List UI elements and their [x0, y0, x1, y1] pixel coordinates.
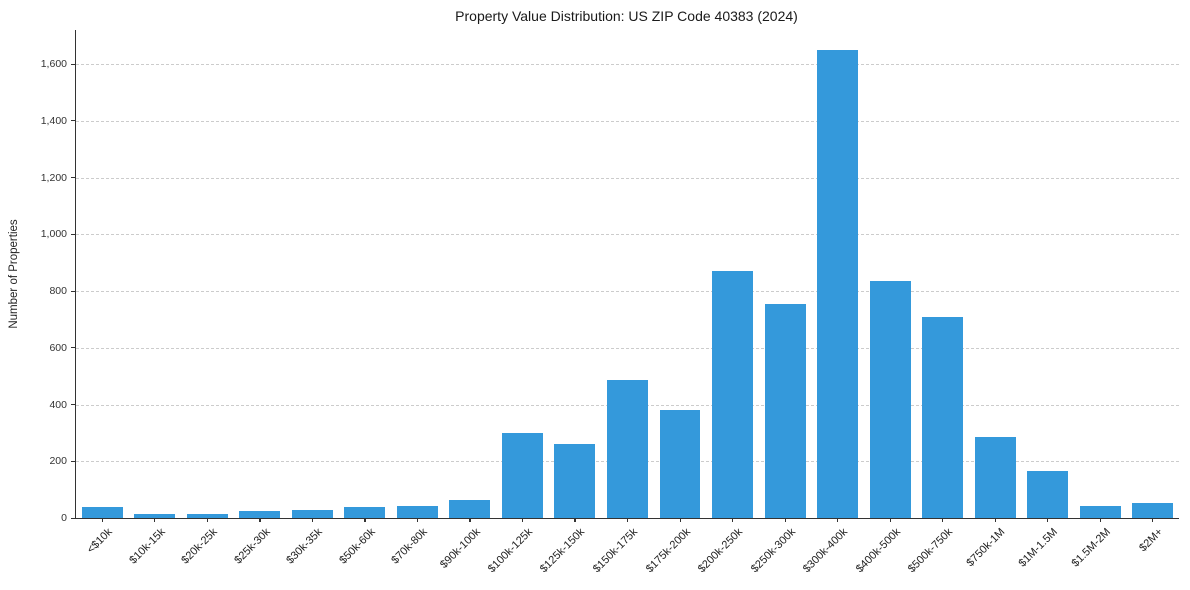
gridline [76, 347, 1179, 349]
gridline [76, 291, 1179, 293]
x-tick-mark [574, 518, 576, 522]
bar-$300k-400k [817, 49, 859, 518]
x-tick-mark [154, 518, 156, 522]
y-tick-label: 600 [49, 341, 67, 354]
x-tick-label: $1M-1.5M [1016, 526, 1061, 570]
x-tick-label: $1.5M-2M [1069, 526, 1113, 570]
bar-$200k-250k [712, 271, 754, 518]
bar-$1M-1.5M [1027, 471, 1069, 518]
y-tick-label: 1,200 [40, 171, 67, 184]
bar-$175k-200k [659, 410, 701, 518]
x-tick-label: $250k-300k [748, 526, 798, 576]
y-tick-mark [71, 63, 76, 65]
x-tick-label: $2M+ [1137, 526, 1166, 555]
y-tick-mark [71, 290, 76, 292]
gridline [76, 64, 1179, 66]
x-tick-mark [1047, 518, 1049, 522]
x-tick-label: $750k-1M [964, 526, 1008, 570]
bar-$750k-1M [974, 437, 1016, 518]
bar-$100k-125k [501, 432, 543, 518]
y-tick-label: 0 [61, 512, 67, 524]
x-tick-label: $300k-400k [800, 526, 851, 576]
bar-$70k-80k [396, 506, 438, 518]
y-tick-mark [71, 517, 76, 519]
bar-$1.5M-2M [1079, 506, 1121, 518]
x-tick-label: <$10k [84, 526, 115, 556]
y-axis-label: Number of Properties [8, 219, 20, 329]
bar-$500k-750k [922, 316, 964, 518]
gridline [76, 177, 1179, 179]
bar-$250k-300k [764, 303, 806, 518]
gridline [76, 234, 1179, 236]
x-tick-label: $150k-175k [590, 526, 640, 576]
x-tick-label: $50k-60k [336, 526, 378, 567]
bar-$150k-175k [607, 380, 648, 518]
x-tick-label: $20k-25k [179, 526, 220, 567]
x-tick-mark [889, 518, 891, 522]
x-tick-label: $10k-15k [126, 526, 168, 567]
gridline [76, 120, 1179, 122]
chart-title: Property Value Distribution: US ZIP Code… [455, 8, 798, 24]
y-tick-mark [71, 460, 76, 462]
y-tick-mark [71, 404, 76, 406]
x-tick-mark [1099, 518, 1101, 522]
y-tick-label: 1,400 [40, 114, 67, 127]
x-tick-mark [1152, 518, 1154, 522]
x-tick-label: $200k-250k [695, 526, 746, 576]
x-tick-mark [784, 518, 786, 522]
x-tick-mark [206, 518, 208, 522]
bar-$2M+ [1132, 503, 1174, 518]
x-tick-label: $125k-150k [538, 526, 588, 576]
y-tick-label: 400 [49, 398, 67, 411]
x-tick-label: $500k-750k [905, 526, 956, 576]
x-tick-mark [732, 518, 734, 522]
x-tick-mark [311, 518, 314, 522]
bar-<$10k [81, 506, 123, 518]
x-tick-mark [364, 518, 366, 522]
x-tick-mark [469, 518, 471, 522]
bar-$50k-60k [344, 507, 386, 518]
x-tick-label: $70k-80k [389, 526, 430, 567]
x-tick-label: $100k-125k [485, 526, 535, 576]
bar-$125k-150k [554, 444, 596, 518]
x-tick-label: $175k-200k [643, 526, 693, 576]
y-tick-label: 800 [49, 285, 67, 298]
x-tick-mark [837, 518, 839, 522]
bar-$30k-35k [291, 510, 333, 518]
bar-$400k-500k [869, 281, 911, 518]
x-tick-label: $400k-500k [853, 526, 903, 576]
x-tick-mark [942, 518, 944, 522]
bar-$90k-100k [449, 500, 491, 518]
x-tick-label: $90k-100k [437, 526, 483, 571]
y-tick-mark [71, 177, 76, 179]
x-tick-mark [259, 518, 261, 522]
y-tick-mark [71, 347, 76, 349]
x-tick-label: $25k-30k [231, 526, 273, 567]
x-tick-mark [101, 518, 103, 522]
x-tick-label: $30k-35k [284, 526, 325, 567]
bar-$10k-15k [134, 513, 176, 518]
x-tick-mark [994, 518, 996, 522]
bar-$20k-25k [186, 513, 228, 518]
y-tick-mark [71, 120, 76, 122]
y-tick-label: 200 [49, 455, 67, 468]
x-tick-mark [521, 518, 524, 522]
x-tick-mark [416, 518, 419, 522]
y-tick-mark [71, 233, 76, 235]
x-tick-mark [627, 518, 629, 522]
plot-area: 0 200 400 600 800 1,000 1,200 1,400 1,600 <$10k $1… [41, 30, 1179, 575]
x-tick-mark [679, 518, 681, 522]
y-tick-label: 1,000 [40, 228, 67, 241]
y-tick-label: 1,600 [40, 58, 67, 71]
bar-$25k-30k [239, 510, 281, 518]
